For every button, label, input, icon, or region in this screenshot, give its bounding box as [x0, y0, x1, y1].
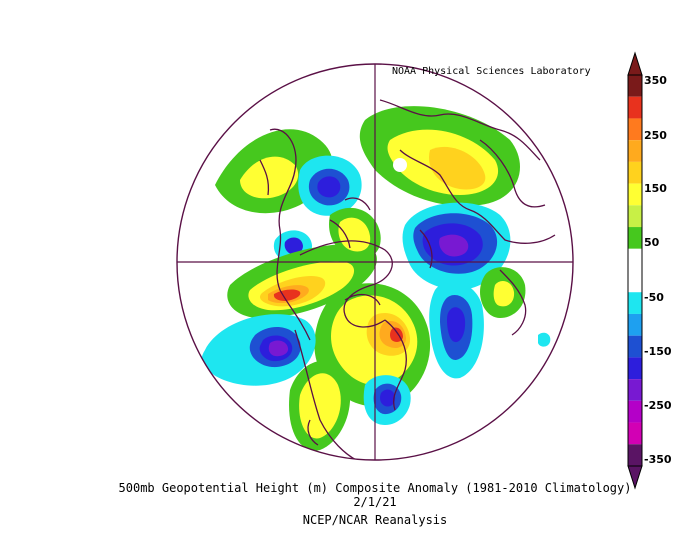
anomaly-field [201, 106, 551, 451]
anomaly-region [284, 237, 303, 255]
colorbar-segment [628, 75, 642, 97]
colorbar-segment [628, 96, 642, 119]
colorbar-tick-label: 250 [644, 129, 667, 142]
colorbar-segment [628, 270, 642, 293]
colorbar [627, 51, 643, 490]
colorbar-segment [628, 422, 642, 445]
colorbar-segment [628, 248, 642, 271]
anomaly-region [380, 389, 396, 407]
colorbar-segment [628, 444, 642, 466]
coastline [399, 149, 471, 211]
land-outlines [259, 99, 556, 460]
colorbar-segment [628, 292, 642, 314]
anomaly-region [493, 280, 515, 307]
colorbar-segment [628, 183, 642, 206]
colorbar-tick-label: -350 [644, 453, 672, 466]
colorbar-segment [628, 161, 642, 184]
coastline [384, 319, 407, 411]
anomaly-region [538, 332, 551, 347]
colorbar-segment [628, 313, 642, 336]
colorbar-segment [628, 379, 642, 401]
colorbar-tick-label: 350 [644, 74, 667, 87]
anomaly-region [240, 156, 299, 199]
colorbar-tick-label: 150 [644, 182, 667, 195]
coastline [344, 293, 381, 306]
anomaly-region [439, 234, 469, 257]
colorbar-segment [628, 140, 642, 162]
anomaly-region [317, 176, 341, 198]
colorbar-tick-label: -150 [644, 345, 672, 358]
colorbar-top-arrow [627, 51, 643, 76]
coastline [419, 229, 433, 269]
colorbar-tick-label: -250 [644, 399, 672, 412]
colorbar-tick-label: -50 [644, 291, 664, 304]
anomaly-region [447, 307, 466, 343]
map-source: NCEP/NCAR Reanalysis [302, 513, 448, 527]
anomaly-region [268, 340, 289, 357]
coastline [259, 159, 270, 196]
colorbar-segment [628, 205, 642, 228]
map-date: 2/1/21 [353, 495, 397, 509]
coastline [307, 419, 319, 446]
colorbar-segment [628, 357, 642, 380]
anomaly-region [273, 289, 301, 301]
coastline [329, 219, 351, 249]
coastline [499, 269, 527, 336]
coastline [469, 209, 556, 244]
credit-label: NOAA Physical Sciences Laboratory [392, 66, 591, 77]
coastline [379, 99, 541, 161]
map-title: 500mb Geopotential Height (m) Composite … [118, 481, 632, 495]
anomaly-region [338, 217, 371, 252]
coastline [269, 128, 311, 341]
coastline [479, 139, 546, 208]
anomaly-region [390, 327, 403, 342]
coastline [344, 197, 371, 211]
anomaly-region [393, 158, 407, 172]
colorbar-segment [628, 400, 642, 423]
colorbar-bottom-arrow [627, 465, 643, 490]
colorbar-segment [628, 118, 642, 141]
coastline [299, 240, 393, 328]
coastline [294, 329, 361, 460]
colorbar-segment [628, 227, 642, 249]
colorbar-segment [628, 335, 642, 358]
colorbar-tick-label: 50 [644, 236, 660, 249]
